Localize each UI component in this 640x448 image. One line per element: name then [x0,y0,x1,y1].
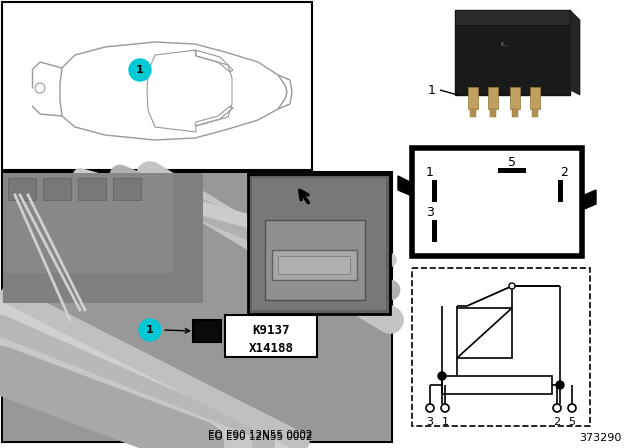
Bar [432,220,437,242]
Bar [3,173,203,303]
Bar [225,315,317,357]
Text: 3: 3 [426,417,433,427]
Bar [455,10,570,95]
Bar [498,168,526,173]
Text: 2: 2 [554,417,561,427]
Circle shape [438,372,446,380]
Text: 1: 1 [426,167,434,180]
Bar [432,180,437,202]
Bar [252,178,386,310]
Text: 5: 5 [568,417,575,427]
Bar [3,173,173,273]
Bar [530,87,540,109]
Text: K9137: K9137 [252,323,290,336]
Bar [113,178,141,200]
Bar [412,148,582,256]
Text: K...: K... [500,43,509,47]
Text: 1: 1 [146,325,154,335]
Bar [470,109,476,117]
Bar [412,268,590,426]
Circle shape [556,381,564,389]
Bar [78,178,106,200]
Text: 3: 3 [426,206,434,219]
Polygon shape [455,10,570,25]
Bar [8,178,36,200]
Bar [532,109,538,117]
Bar [412,268,590,426]
Bar [558,180,563,202]
Bar [490,109,496,117]
Text: 5: 5 [508,155,516,168]
Bar [3,173,391,441]
Polygon shape [570,10,580,95]
Bar [488,87,498,109]
Polygon shape [582,190,596,210]
Bar [272,250,357,280]
Bar [248,174,390,314]
Text: EO E90 12N55 0002: EO E90 12N55 0002 [208,430,312,440]
Bar [457,308,512,358]
Text: 1: 1 [136,65,144,75]
Text: 373290: 373290 [579,433,621,443]
Bar [512,109,518,117]
Text: 2: 2 [560,167,568,180]
Bar [278,256,350,274]
Bar [265,220,365,300]
Circle shape [441,404,449,412]
Text: 1: 1 [428,83,436,96]
Circle shape [553,404,561,412]
Circle shape [426,404,434,412]
Bar [2,172,392,442]
Text: 1: 1 [442,417,449,427]
Circle shape [129,59,151,81]
Circle shape [568,404,576,412]
Bar [43,178,71,200]
Circle shape [509,283,515,289]
Bar [510,87,520,109]
Bar [442,376,552,394]
Circle shape [139,319,161,341]
Polygon shape [398,176,412,196]
Circle shape [35,83,45,93]
Text: EO E90 12N55 0002: EO E90 12N55 0002 [208,432,312,442]
Text: X14188: X14188 [248,341,294,354]
Bar [468,87,478,109]
Bar [193,320,221,342]
Bar [2,2,312,170]
